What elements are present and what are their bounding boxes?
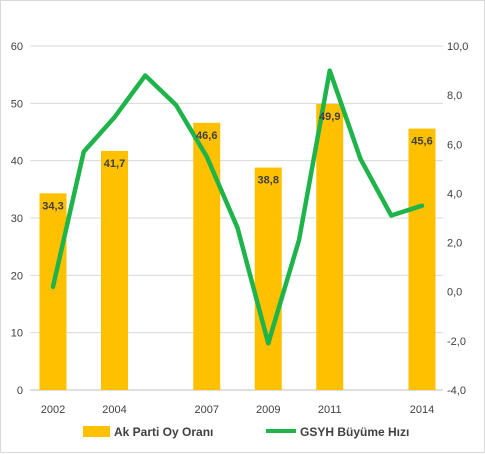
bar: [316, 103, 344, 390]
bar-data-label: 46,6: [196, 130, 217, 142]
legend-swatch-bar: [83, 426, 110, 437]
x-tick-label: 2002: [41, 404, 65, 416]
bar-data-label: 49,9: [319, 111, 340, 123]
y-left-tick-label: 50: [11, 98, 23, 110]
y-right-tick-label: -4,0: [447, 385, 466, 397]
y-right-tick-label: 2,0: [447, 238, 462, 250]
y-right-tick-label: 10,0: [447, 41, 468, 53]
x-tick-label: 2014: [410, 404, 434, 416]
growth-line: [50, 68, 425, 346]
y-left-tick-label: 40: [11, 156, 23, 168]
bar: [254, 167, 282, 390]
legend-label-bar: Ak Parti Oy Oranı: [114, 425, 213, 439]
bar-data-label: 45,6: [411, 136, 432, 148]
bar: [101, 150, 128, 390]
x-tick-label: 2009: [256, 404, 280, 416]
y-right-tick-label: 4,0: [447, 188, 462, 200]
bar: [408, 128, 436, 390]
bar: [193, 122, 221, 391]
bar: [39, 193, 67, 390]
y-left-tick-label: 60: [11, 41, 23, 53]
y-right-tick-label: -2,0: [447, 336, 466, 348]
y-right-tick-label: 6,0: [447, 139, 462, 151]
bar-data-label: 38,8: [258, 175, 279, 187]
x-tick-label: 2004: [102, 404, 126, 416]
legend-label-line: GSYH Büyüme Hızı: [300, 425, 409, 439]
y-left-tick-label: 10: [11, 328, 23, 340]
x-tick-label: 2011: [318, 404, 342, 416]
bar-data-label: 34,3: [42, 200, 63, 212]
x-tick-label: 2007: [195, 404, 219, 416]
y-left-tick-label: 30: [11, 213, 23, 225]
y-left-tick-label: 20: [11, 270, 23, 282]
y-left-tick-label: 0: [17, 385, 23, 397]
y-right-tick-label: 8,0: [447, 90, 462, 102]
y-right-tick-label: 0,0: [447, 287, 462, 299]
bar-data-label: 41,7: [104, 158, 125, 170]
